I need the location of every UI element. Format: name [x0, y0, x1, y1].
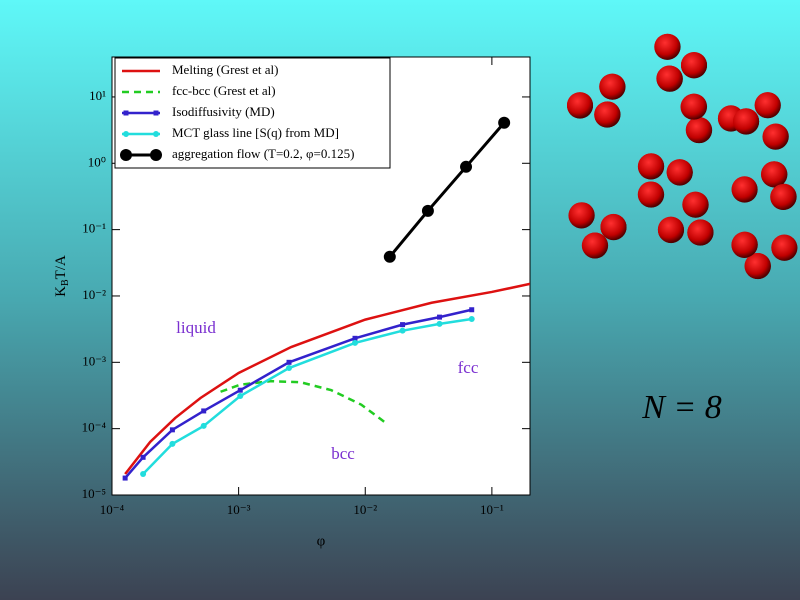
particle — [666, 159, 693, 186]
legend: Melting (Grest et al) fcc-bcc (Grest et a… — [114, 57, 391, 169]
x-tick-label: 10⁻² — [353, 502, 377, 517]
y-label-sub: B — [60, 279, 71, 286]
particle — [567, 92, 594, 119]
x-tick-label: 10⁻¹ — [480, 502, 504, 517]
particle — [657, 216, 684, 243]
y-tick-label: 10⁰ — [88, 154, 106, 169]
marker — [169, 427, 175, 433]
series-line — [124, 308, 472, 479]
particle — [568, 202, 595, 229]
marker — [469, 307, 475, 313]
particle — [731, 176, 758, 203]
legend-box — [114, 57, 391, 169]
y-label-rest: T/A — [53, 255, 69, 279]
particle — [771, 234, 798, 261]
annotation: liquid — [176, 318, 216, 337]
marker — [200, 422, 207, 429]
marker — [437, 314, 443, 320]
particle — [754, 92, 781, 119]
y-tick-label: 10⁻² — [82, 287, 106, 302]
plot-lines — [122, 116, 530, 481]
legend-marker — [153, 131, 159, 137]
marker — [460, 160, 473, 173]
particle — [656, 65, 683, 92]
side-label: N = 8 — [641, 389, 722, 426]
marker — [352, 339, 359, 346]
x-tick-label: 10⁻⁴ — [100, 502, 125, 517]
particle — [685, 117, 712, 144]
y-tick-label: 10¹ — [89, 88, 106, 103]
legend-label: aggregation flow (T=0.2, φ=0.125) — [172, 146, 354, 161]
particle — [594, 101, 621, 128]
legend-marker — [120, 149, 132, 161]
marker — [237, 393, 244, 400]
particle — [762, 123, 789, 150]
y-label-main: K — [53, 286, 69, 297]
legend-marker — [150, 149, 162, 161]
x-axis-label: φ — [317, 533, 326, 549]
marker — [383, 250, 396, 263]
legend-label: MCT glass line [S(q) from MD] — [172, 125, 339, 140]
particle — [770, 184, 797, 211]
particle — [637, 181, 664, 208]
y-tick-label: 10⁻³ — [82, 353, 106, 368]
marker — [286, 365, 293, 372]
cluster-image — [567, 33, 798, 280]
series-line — [388, 121, 506, 258]
marker — [400, 322, 406, 328]
marker — [169, 440, 176, 447]
particle — [733, 108, 760, 135]
y-tick-label: 10⁻⁵ — [82, 486, 106, 501]
marker — [140, 471, 147, 478]
y-tick-label: 10⁻⁴ — [82, 420, 107, 435]
annotation: bcc — [331, 444, 355, 463]
legend-marker — [123, 131, 129, 137]
particle — [681, 93, 708, 120]
series-line — [124, 282, 530, 475]
marker — [201, 408, 207, 414]
y-tick-label: 10⁻¹ — [82, 221, 106, 236]
marker — [498, 116, 511, 129]
particle — [761, 161, 788, 188]
marker — [436, 320, 443, 327]
particle — [731, 231, 758, 258]
marker — [140, 454, 146, 460]
legend-label: fcc-bcc (Grest et al) — [172, 83, 276, 98]
particle — [581, 232, 608, 259]
marker — [122, 475, 128, 481]
particle — [600, 214, 627, 241]
series-line — [220, 379, 386, 424]
legend-label: Melting (Grest et al) — [172, 62, 279, 77]
marker — [352, 335, 358, 341]
particle — [687, 219, 714, 246]
marker — [421, 204, 434, 217]
particle — [599, 73, 626, 100]
marker — [237, 387, 243, 393]
marker — [468, 315, 475, 322]
particle — [680, 52, 707, 79]
annotation: fcc — [458, 358, 479, 377]
x-tick-label: 10⁻³ — [227, 502, 251, 517]
y-axis-label: KBT/A — [53, 255, 71, 297]
legend-marker — [123, 110, 129, 116]
particle — [654, 33, 681, 60]
legend-label: Isodiffusivity (MD) — [172, 104, 275, 119]
marker — [399, 327, 406, 334]
particle — [682, 191, 709, 218]
legend-marker — [153, 110, 159, 116]
particle — [638, 153, 665, 180]
marker — [286, 359, 292, 365]
particle — [744, 253, 771, 280]
